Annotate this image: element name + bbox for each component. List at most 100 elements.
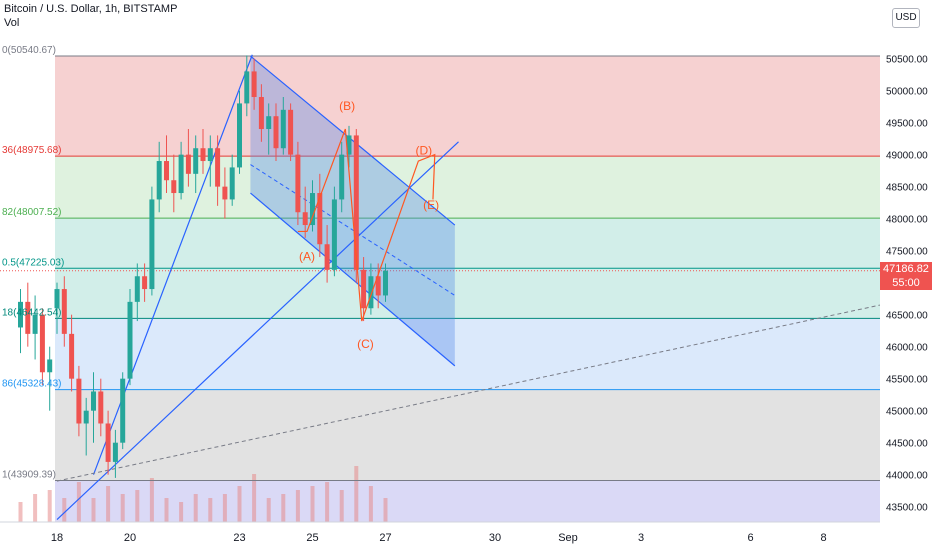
candle-body [222,186,228,200]
volume-bar [252,474,257,522]
candle-body [324,244,330,270]
candle-body [54,289,60,309]
candle-body [171,180,177,194]
wave-label: (A) [299,249,315,263]
candle-body [127,301,133,379]
fib-level-label: 0.5(47225.03) [2,257,64,268]
volume-bar [368,486,373,522]
price-tick: 47500.00 [886,247,928,258]
candle-body [25,301,31,334]
volume-bar [295,490,300,522]
candle-body [339,154,345,200]
volume-bars [18,466,388,522]
volume-bar [383,498,388,522]
volume-bar [237,486,242,522]
candle-body [200,148,206,162]
candle-body [134,276,140,302]
candle-body [39,314,45,373]
time-axis: 18 20 23 25 27 30 Sep 3 6 8 [0,521,932,550]
volume-bar [310,486,315,522]
candle-body [32,314,38,334]
chart-header: Bitcoin / U.S. Dollar, 1h, BITSTAMP Vol [4,2,177,30]
time-tick: 30 [489,532,501,544]
last-price-tag: 47186.82 55:00 [880,262,932,290]
fib-zone [55,218,880,269]
wave-label: (D) [415,144,432,158]
last-price-value: 47186.82 [883,263,929,275]
price-tick: 49000.00 [886,151,928,162]
volume-bar [354,466,359,522]
candle-body [185,154,191,174]
candles [18,55,388,478]
volume-bar [120,494,125,522]
price-tick: 48500.00 [886,183,928,194]
candle-body [61,289,67,334]
candle-body [353,135,359,270]
fib-level-label: 36(48975.68) [2,145,62,156]
candle-body [18,301,23,328]
symbol-title[interactable]: Bitcoin / U.S. Dollar, 1h, BITSTAMP [4,3,178,15]
candle-body [258,97,264,130]
fib-zone [55,156,880,219]
channel-mid-line [250,164,456,296]
price-tick: 44500.00 [886,439,928,450]
volume-bar [222,494,227,522]
time-tick: 18 [51,532,63,544]
currency-button[interactable]: USD [892,8,920,28]
candle-body [346,135,352,155]
volume-bar [193,494,198,522]
fib-level-label: 0(50540.67) [2,45,56,56]
candle-body [266,116,272,130]
volume-bar [266,498,271,522]
time-tick: 20 [124,532,136,544]
candle-body [361,269,367,309]
candle-body [368,276,374,309]
candle-body [207,148,213,162]
candle-body [98,391,104,424]
volume-bar [18,502,23,522]
candle-body [288,109,294,155]
candle-body [156,161,162,200]
candle-body [193,148,199,174]
time-tick: Sep [558,532,578,544]
candle-body [164,161,169,181]
candle-body [149,199,155,290]
volume-bar [47,490,52,522]
volume-bar [179,502,184,522]
wave-label: (B) [339,99,355,113]
candle-body [302,212,308,226]
price-tick: 50500.00 [886,55,928,66]
fib-level-label: 1(43909.39) [2,470,56,481]
fib-zone [55,480,880,522]
volume-bar [62,498,67,522]
channel-upper-line [250,55,456,226]
volume-bar [208,498,213,522]
volume-bar [281,494,286,522]
time-tick: 27 [379,532,391,544]
fib-level-label: 86(45328.43) [2,379,62,390]
volume-bar [339,490,344,522]
time-tick: 8 [820,532,826,544]
volume-label[interactable]: Vol [4,17,20,29]
candle-body [280,109,286,149]
channel-lower-line [250,192,456,367]
wave-path [297,128,436,322]
trend-line-steep [92,54,253,475]
candle-body [47,359,53,373]
candle-body [273,116,279,149]
price-tick: 44000.00 [886,471,928,482]
volume-bar [135,490,140,522]
volume-bar [325,482,330,522]
price-tick: 43500.00 [886,503,928,514]
candle-body [83,410,89,424]
trend-line-shallow [56,141,459,520]
fib-level-label: 82(48007.52) [2,207,62,218]
fib-zone [55,56,880,157]
time-tick: 23 [233,532,245,544]
wave-label: (E) [423,198,439,212]
time-axis-bg [0,522,932,550]
candle-body [142,276,148,290]
price-tick: 45000.00 [886,407,928,418]
time-tick: 25 [306,532,318,544]
